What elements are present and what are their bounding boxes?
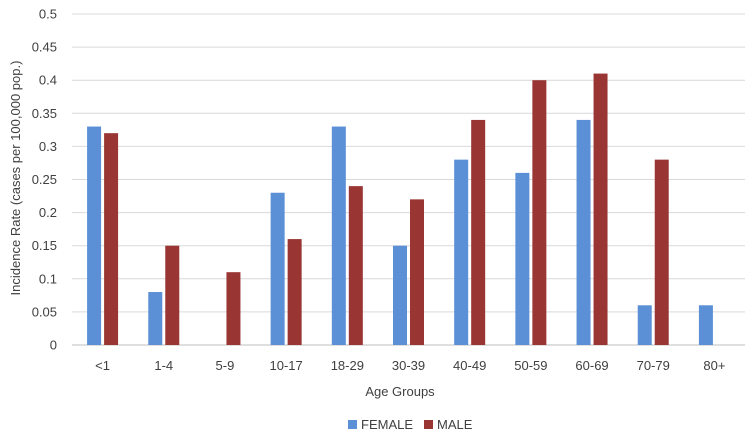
gridlines: [72, 13, 745, 346]
x-tick-label: 18-29: [331, 358, 364, 373]
bar-male-8: [593, 73, 608, 345]
bar-male-0: [104, 133, 119, 345]
legend-label-male: MALE: [437, 417, 473, 432]
y-tick-label: 0.05: [32, 304, 57, 319]
bar-female-6: [454, 159, 469, 345]
x-tick-label: 70-79: [637, 358, 670, 373]
bar-female-9: [637, 305, 652, 345]
bar-male-6: [471, 119, 486, 345]
legend-swatch-male: [424, 420, 433, 429]
x-tick-label: 60-69: [575, 358, 608, 373]
bar-female-10: [698, 305, 713, 345]
bar-male-7: [532, 80, 547, 345]
y-tick-label: 0.25: [32, 172, 57, 187]
y-axis-title: Incidence Rate (cases per 100,000 pop.): [8, 61, 23, 296]
y-tick-label: 0.45: [32, 40, 57, 55]
x-tick-label: 1-4: [154, 358, 173, 373]
bar-male-4: [348, 186, 363, 345]
y-tick-label: 0: [50, 338, 57, 353]
y-tick-label: 0.15: [32, 238, 57, 253]
y-tick-label: 0.3: [39, 139, 57, 154]
legend-swatch-female: [348, 420, 357, 429]
y-tick-label: 0.5: [39, 7, 57, 22]
y-tick-label: 0.1: [39, 271, 57, 286]
x-tick-label: 80+: [703, 358, 725, 373]
bar-female-4: [331, 126, 346, 345]
x-tick-label: <1: [95, 358, 110, 373]
y-tick-label: 0.2: [39, 205, 57, 220]
bar-female-1: [148, 292, 163, 345]
x-tick-label: 50-59: [514, 358, 547, 373]
x-tick-label: 30-39: [392, 358, 425, 373]
bar-female-7: [515, 172, 530, 345]
x-axis-ticks: <1 1-4 5-9 10-17 18-29 30-39 40-49 50-59 60-69 70…: [95, 358, 725, 373]
bar-male-9: [654, 159, 669, 345]
x-tick-label: 40-49: [453, 358, 486, 373]
legend: FEMALE MALE: [348, 417, 473, 432]
x-tick-label: 10-17: [270, 358, 303, 373]
x-axis-title: Age Groups: [365, 384, 435, 399]
x-tick-label: 5-9: [216, 358, 235, 373]
bars: [87, 73, 713, 345]
legend-label-female: FEMALE: [361, 417, 413, 432]
bar-male-2: [226, 272, 241, 345]
y-axis-ticks: 0 0.05 0.1 0.15 0.2 0.25 0.3 0.35 0.4 0.45 0.5: [32, 7, 57, 353]
bar-female-3: [270, 192, 285, 345]
y-tick-label: 0.4: [39, 73, 57, 88]
bar-male-5: [410, 199, 424, 345]
y-tick-label: 0.35: [32, 106, 57, 121]
bar-female-8: [576, 119, 591, 345]
bar-male-1: [165, 245, 180, 345]
bar-male-3: [287, 239, 302, 345]
bar-female-5: [393, 245, 407, 345]
bar-female-0: [87, 126, 102, 345]
